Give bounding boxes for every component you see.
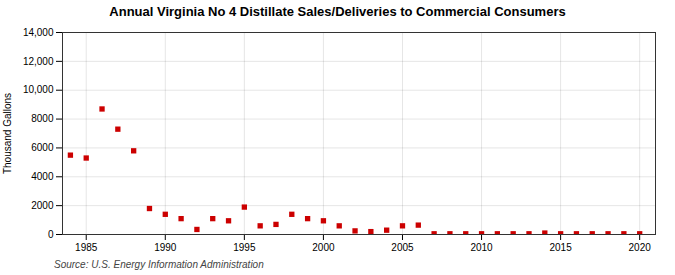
svg-text:2000: 2000 [312,242,335,253]
svg-text:8000: 8000 [31,113,54,124]
svg-text:6000: 6000 [31,142,54,153]
svg-text:2005: 2005 [391,242,414,253]
svg-text:14,000: 14,000 [23,27,54,38]
svg-text:2010: 2010 [470,242,493,253]
svg-text:Thousand Gallons: Thousand Gallons [2,93,13,174]
svg-text:1985: 1985 [75,242,98,253]
svg-text:12,000: 12,000 [23,56,54,67]
html-text:Source: U.S. Energy Informatio: Source: U.S. Energy Information Administ… [54,259,264,270]
svg-text:4000: 4000 [31,171,54,182]
svg-text:10,000: 10,000 [23,84,54,95]
svg-text:2000: 2000 [31,200,54,211]
svg-text:1990: 1990 [154,242,177,253]
svg-text:2015: 2015 [549,242,572,253]
svg-text:0: 0 [48,229,54,240]
svg-text:2020: 2020 [629,242,652,253]
svg-text:1995: 1995 [233,242,256,253]
html-text:Annual Virginia No 4 Distillat: Annual Virginia No 4 Distillate Sales/De… [109,4,566,19]
